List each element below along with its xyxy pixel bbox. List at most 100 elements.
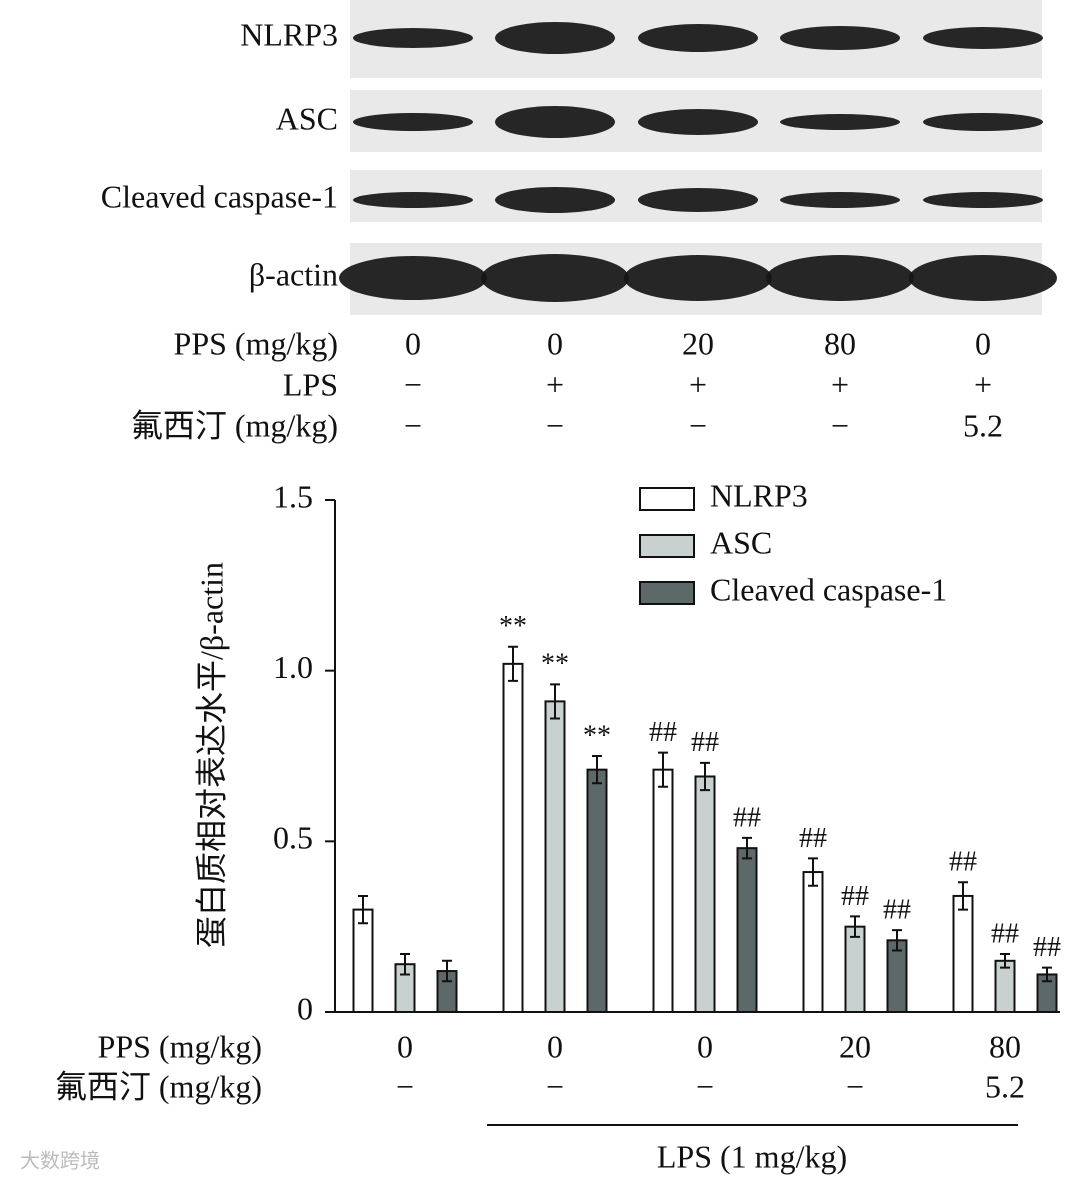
blot-row-label: β-actin [249, 256, 338, 292]
blot-band [638, 188, 758, 212]
y-tick-label: 0.5 [273, 820, 313, 856]
condition-value: + [974, 366, 992, 402]
bar [544, 700, 566, 1013]
blot-band [353, 28, 473, 48]
error-bar [958, 881, 968, 911]
error-bar [358, 894, 368, 925]
condition-value: 20 [682, 325, 714, 361]
blot-row-label: Cleaved caspase-1 [101, 178, 338, 214]
condition-value: − [404, 407, 422, 443]
error-bar [742, 836, 752, 860]
condition-value: 0 [405, 325, 421, 361]
significance-label: ## [991, 918, 1019, 949]
condition-value: 0 [975, 325, 991, 361]
blot-band [481, 254, 629, 302]
error-bar [550, 683, 560, 720]
y-tick-label: 1.5 [273, 478, 313, 514]
legend-label: Cleaved caspase-1 [710, 571, 947, 607]
category-row-label: PPS (mg/kg) [98, 1028, 262, 1064]
error-bar [892, 929, 902, 952]
condition-value: − [404, 366, 422, 402]
significance-label: ** [583, 720, 611, 751]
significance-label: ## [949, 847, 977, 878]
blot-band [624, 255, 772, 301]
blot-band [495, 22, 615, 54]
bracket-label: LPS (1 mg/kg) [657, 1138, 847, 1174]
bar [802, 871, 824, 1014]
second-row-value: − [396, 1068, 414, 1104]
blot-band [780, 192, 900, 208]
blot-band [353, 113, 473, 131]
condition-label: 氟西汀 (mg/kg) [131, 407, 338, 443]
y-tick-label: 1.0 [273, 649, 313, 685]
condition-value: + [689, 366, 707, 402]
condition-label: LPS [283, 366, 338, 402]
blot-band [638, 24, 758, 52]
second-row-label: 氟西汀 (mg/kg) [55, 1068, 262, 1104]
blot-band [353, 192, 473, 208]
condition-value: + [546, 366, 564, 402]
error-bar [592, 755, 602, 785]
significance-label: ## [883, 895, 911, 926]
legend-swatch [639, 534, 695, 558]
blot-band [923, 192, 1043, 208]
significance-label: ## [649, 717, 677, 748]
significance-label: ## [1033, 932, 1061, 963]
blot-band [923, 113, 1043, 131]
significance-label: ## [691, 727, 719, 758]
legend-swatch [639, 487, 695, 511]
error-bar [808, 857, 818, 887]
x-tick-label: 0 [547, 1028, 563, 1064]
legend-label: ASC [710, 524, 772, 560]
blot-band [909, 255, 1057, 301]
condition-value: + [831, 366, 849, 402]
condition-value: − [546, 407, 564, 443]
condition-value: − [831, 407, 849, 443]
condition-value: 0 [547, 325, 563, 361]
error-bar [658, 751, 668, 788]
x-tick-label: 20 [839, 1028, 871, 1064]
error-bar [850, 915, 860, 938]
y-axis-label: 蛋白质相对表达水平/β-actin [193, 562, 229, 948]
bar [502, 662, 524, 1014]
blot-band [780, 114, 900, 130]
blot-band [780, 26, 900, 50]
blot-band [339, 256, 487, 300]
bar [352, 908, 374, 1013]
bar [694, 775, 716, 1013]
significance-label: ## [841, 881, 869, 912]
second-row-value: 5.2 [985, 1068, 1025, 1104]
x-tick-label: 0 [697, 1028, 713, 1064]
blot-row-label: NLRP3 [240, 16, 338, 52]
y-tick-label: 0 [297, 990, 313, 1026]
legend-label: NLRP3 [710, 477, 808, 513]
blot-band [766, 255, 914, 301]
second-row-value: − [696, 1068, 714, 1104]
bar [652, 768, 674, 1013]
error-bar [1000, 952, 1010, 969]
blot-band [495, 187, 615, 213]
blot-band [638, 109, 758, 135]
legend-swatch [639, 581, 695, 605]
significance-label: ## [733, 802, 761, 833]
x-tick-label: 0 [397, 1028, 413, 1064]
error-bar [400, 952, 410, 976]
condition-value: 5.2 [963, 407, 1003, 443]
second-row-value: − [846, 1068, 864, 1104]
bar [952, 894, 974, 1013]
error-bar [1042, 966, 1052, 983]
bar [736, 847, 758, 1013]
error-bar [700, 761, 710, 792]
condition-label: PPS (mg/kg) [174, 325, 338, 361]
bar [586, 768, 608, 1013]
condition-value: 80 [824, 325, 856, 361]
blot-band [923, 27, 1043, 49]
bar [844, 925, 866, 1014]
error-bar [508, 645, 518, 682]
second-row-value: − [546, 1068, 564, 1104]
watermark: 大数跨境 [20, 1149, 100, 1173]
significance-label: ## [799, 823, 827, 854]
blot-band [495, 106, 615, 138]
error-bar [442, 959, 452, 983]
